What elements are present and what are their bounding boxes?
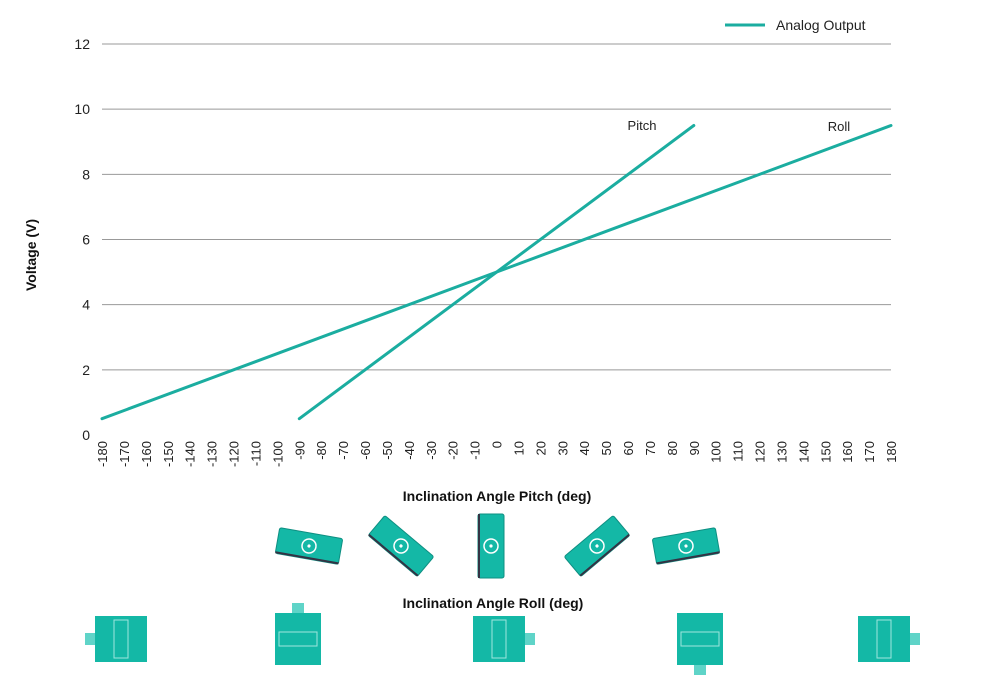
x-tick-label: 180: [884, 441, 899, 463]
x-tick-label: -50: [380, 441, 395, 460]
series-lines: [100, 124, 893, 421]
sensor-roll-plus-180-icon: [858, 616, 920, 662]
x-tick-label: -100: [270, 441, 285, 467]
grid-lines: [102, 43, 891, 371]
roll-orientation-icons: [85, 603, 920, 675]
x-tick-label: -20: [446, 441, 461, 460]
x-tick-label: 100: [709, 441, 724, 463]
x-tick-label: 0: [490, 441, 505, 448]
x-tick-label: -10: [468, 441, 483, 460]
x-tick-label: -160: [139, 441, 154, 467]
y-tick-label: 10: [74, 101, 90, 117]
sensor-roll-minus-90-icon: [275, 603, 321, 665]
legend: Analog Output: [725, 17, 866, 33]
series-label-roll: Roll: [828, 119, 851, 134]
sensor-tilt-0-icon: [477, 513, 505, 579]
x-tick-label: 60: [621, 441, 636, 455]
y-tick-label: 0: [82, 427, 90, 443]
sensor-tilt-minus-45-icon: [368, 515, 434, 577]
x-tick-label: -150: [161, 441, 176, 467]
y-axis-ticks: 0 2 4 6 8 10 12: [74, 36, 90, 443]
sensor-roll-0-icon: [473, 616, 535, 662]
x-tick-label: 90: [687, 441, 702, 455]
sensor-tilt-plus-90-icon: [652, 527, 720, 565]
sensor-roll-plus-90-icon: [677, 613, 723, 675]
x-tick-label: 20: [533, 441, 548, 455]
y-tick-label: 8: [82, 166, 90, 182]
x-tick-label: 80: [665, 441, 680, 455]
x-tick-label: -130: [205, 441, 220, 467]
series-line-roll: [100, 124, 893, 421]
y-tick-label: 6: [82, 232, 90, 248]
sensor-tilt-minus-90-icon: [275, 527, 343, 565]
x-tick-label: -140: [183, 441, 198, 467]
y-tick-label: 4: [82, 297, 90, 313]
x-tick-label: -60: [358, 441, 373, 460]
x-axis-label-roll: Inclination Angle Roll (deg): [403, 595, 584, 611]
x-tick-label: 140: [796, 441, 811, 463]
x-tick-label: -40: [402, 441, 417, 460]
x-axis-ticks: -180 -170 -160 -150 -140 -130 -120 -110 -100 -90-…: [95, 441, 899, 467]
x-tick-label: 30: [555, 441, 570, 455]
x-tick-label: 110: [731, 441, 746, 462]
x-tick-label: -180: [95, 441, 110, 467]
pitch-orientation-icons: [275, 513, 720, 579]
x-tick-label: 130: [774, 441, 789, 463]
sensor-roll-minus-180-icon: [85, 616, 147, 662]
x-tick-label: 10: [511, 441, 526, 455]
sensor-tilt-plus-45-icon: [564, 515, 630, 577]
x-tick-label: -90: [292, 441, 307, 460]
x-tick-label: 120: [753, 441, 768, 463]
x-tick-label: 150: [818, 441, 833, 463]
x-tick-label: -30: [424, 441, 439, 460]
x-tick-label: 70: [643, 441, 658, 455]
x-tick-label: 50: [599, 441, 614, 455]
y-tick-label: 12: [74, 36, 90, 52]
x-tick-label: -80: [314, 441, 329, 460]
legend-entry: Analog Output: [776, 17, 866, 33]
x-tick-label: -170: [117, 441, 132, 467]
series-label-pitch: Pitch: [628, 118, 657, 133]
y-tick-label: 2: [82, 362, 90, 378]
x-tick-label: 170: [862, 441, 877, 463]
x-tick-label: -110: [248, 441, 263, 466]
x-axis-label-pitch: Inclination Angle Pitch (deg): [403, 488, 591, 504]
x-tick-label: 40: [577, 441, 592, 455]
y-axis-label: Voltage (V): [23, 219, 39, 291]
x-tick-label: 160: [840, 441, 855, 463]
x-tick-label: -120: [227, 441, 242, 467]
x-tick-label: -70: [336, 441, 351, 460]
